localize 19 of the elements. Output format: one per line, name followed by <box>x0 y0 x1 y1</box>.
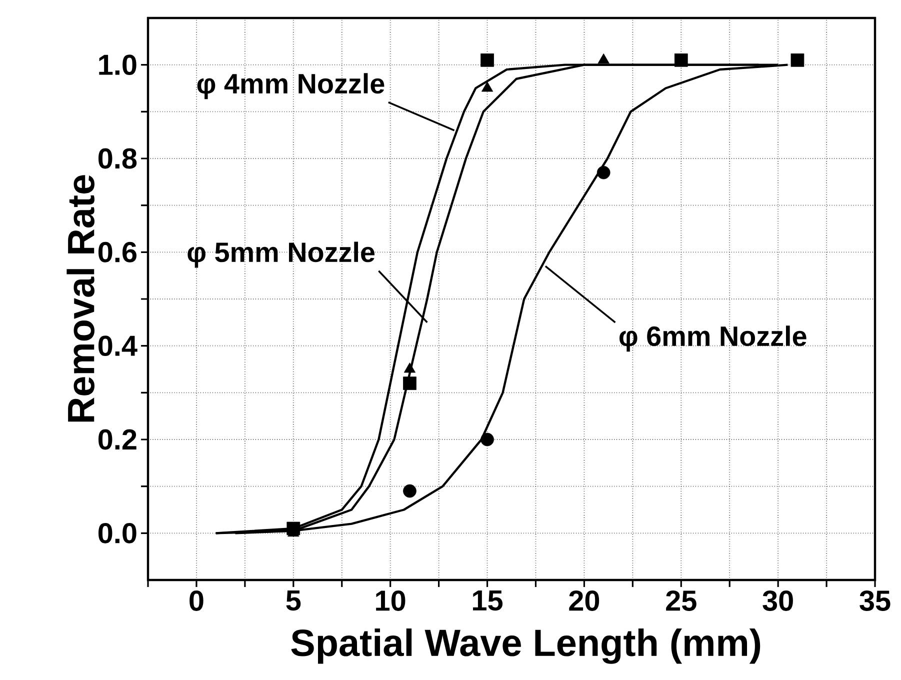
x-tick-label: 20 <box>569 590 600 611</box>
y-tick-label: 0.0 <box>98 522 136 544</box>
y-tick-label: 0.6 <box>98 242 136 262</box>
x-tick-label: 35 <box>860 590 890 611</box>
x-axis-title: Spatial Wave Length (mm) <box>291 628 760 664</box>
x-tick-label: 30 <box>762 590 793 611</box>
annotation: φ 4mm Nozzle <box>197 73 384 100</box>
y-tick-label: 0.2 <box>98 429 136 450</box>
x-tick-label: 15 <box>473 590 503 611</box>
x-tick-label: 25 <box>666 590 696 611</box>
annotation: φ 5mm Nozzle <box>188 242 375 268</box>
x-tick-label: 0 <box>190 590 204 611</box>
y-tick-label: 0.8 <box>98 148 137 169</box>
y-tick-label: 0.4 <box>98 336 138 356</box>
x-tick-label: 5 <box>286 590 301 611</box>
y-axis-title: Removal Rate <box>66 175 94 422</box>
annotation: φ 6mm Nozzle <box>620 326 806 352</box>
y-tick-label: 1.0 <box>99 54 136 76</box>
x-tick-label: 10 <box>376 590 406 611</box>
